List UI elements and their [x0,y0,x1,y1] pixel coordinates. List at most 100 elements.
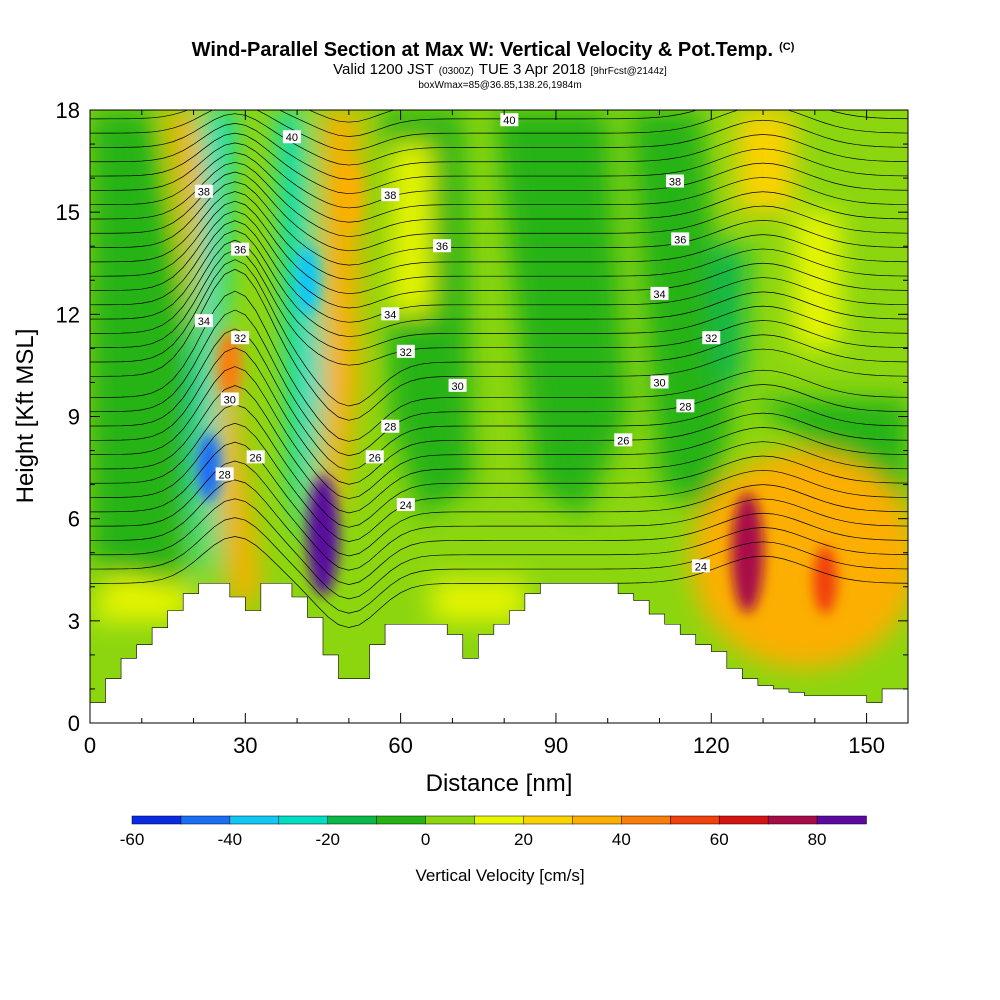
theta-label-bg [282,130,301,144]
theta-label-34-0: 34 [194,314,213,328]
colorbar-swatch-3 [278,815,329,825]
theta-label-28-0: 28 [215,467,234,481]
theta-contour-3 [90,479,908,585]
theta-contour-7 [90,403,908,528]
theta-label-36-1: 36 [433,239,452,253]
theta-contour-14 [90,268,908,421]
theta-contours [90,110,908,628]
theta-label-34-1: 34 [381,307,400,321]
theta-label-text: 34 [653,289,665,301]
theta-label-32-0: 32 [231,331,250,345]
theta-label-30-2: 30 [650,375,669,389]
theta-label-bg [231,242,250,256]
theta-contour-8 [90,385,908,514]
band-down-right [711,246,748,383]
theta-label-text: 34 [384,309,396,321]
colorbar-swatch-12 [718,815,769,825]
velocity-core-right2-inner [816,552,835,601]
theta-label-bg [433,239,452,253]
x-tick-label-30: 30 [233,733,257,758]
theta-contour-5 [90,441,908,557]
theta-contour-19 [90,220,908,323]
theta-label-36-2: 36 [671,232,690,246]
velocity-core-4 [336,161,361,230]
x-tick-label-60: 60 [388,733,412,758]
colorbar-swatch-6 [425,815,476,825]
terrain [90,583,908,723]
valid-date: TUE 3 Apr 2018 [479,61,586,78]
x-tick-label-150: 150 [848,733,885,758]
theta-label-text: 32 [705,333,717,345]
colorbar-swatch-10 [621,815,672,825]
theta-contour-11 [90,328,908,471]
theta-contour-9 [90,366,908,500]
theta-label-30-0: 30 [220,392,239,406]
colorbar-swatch-0 [131,815,182,825]
y-axis-label: Height [Kft MSL] [12,329,39,504]
plot-area: 40 40 38 38 38 36 36 36 34 34 34 32 32 32 30 30 30 28 28 28… [90,110,908,723]
theta-label-text: 26 [617,435,629,447]
theta-label-bg [381,188,400,202]
colorbar-tick-label--20: -20 [315,830,340,849]
theta-label-38-0: 38 [194,184,213,199]
theta-contour-24 [90,171,908,252]
valid-prefix: Valid 1200 JST [333,61,434,78]
colorbar-swatch-11 [670,815,720,825]
theta-label-text: 32 [400,347,412,359]
theta-label-bg [650,286,669,300]
colorbar-tick-label-60: 60 [710,830,729,849]
theta-contour-13 [90,290,908,442]
colorbar-swatch-14 [816,815,867,825]
theta-label-text: 30 [224,394,236,406]
colorbar-tick-label--40: -40 [218,830,243,849]
region-up-mid [390,144,432,315]
chart-subtitle: Valid 1200 JST (0300Z) TUE 3 Apr 2018 [9hrF… [333,61,667,78]
x-tick-label-120: 120 [693,733,730,758]
theta-label-text: 28 [384,422,396,434]
y-tick-label-6: 6 [68,507,80,532]
theta-label-26-1: 26 [365,450,384,464]
theta-label-bg [194,184,213,198]
theta-label-text: 40 [286,132,298,144]
y-tick-label-15: 15 [56,200,80,225]
colorbar-swatch-4 [327,815,378,825]
band-down-mid [276,110,323,553]
theta-label-32-1: 32 [396,344,415,359]
theta-contour-28 [90,132,908,195]
theta-label-text: 36 [436,241,448,253]
y-tick-label-3: 3 [68,609,80,634]
colorbar-swatch-9 [572,815,623,825]
theta-label-bg [215,467,234,481]
colorbar-swatch-5 [376,815,427,825]
valid-utc: (0300Z) [439,66,474,77]
theta-label-38-1: 38 [381,188,400,202]
theta-contour-0 [90,536,908,628]
colorbar-swatch-13 [767,815,818,825]
theta-label-38-2: 38 [666,174,685,189]
theta-contour-26 [90,152,908,223]
velocity-core-6 [295,246,320,315]
theta-label-text: 38 [669,177,681,189]
theta-label-bg [500,113,519,127]
theta-label-bg [246,450,265,464]
theta-label-34-2: 34 [650,286,669,301]
theta-contour-17 [90,239,908,352]
theta-label-bg [220,392,239,406]
theta-label-bg [702,331,721,345]
region-up-topright [737,110,795,213]
theta-contour-22 [90,191,908,280]
theta-label-text: 24 [400,500,412,512]
theta-label-text: 30 [451,381,463,393]
colorbar-tick-label-80: 80 [808,830,827,849]
theta-label-bg [671,232,690,246]
theta-contour-18 [90,230,908,337]
colorbar-tick-label-20: 20 [514,830,533,849]
theta-label-text: 26 [250,452,262,464]
region-up-right [794,212,841,349]
theta-label-bg [231,331,250,345]
region-up-lowleft [90,573,194,621]
theta-label-text: 36 [234,245,246,257]
